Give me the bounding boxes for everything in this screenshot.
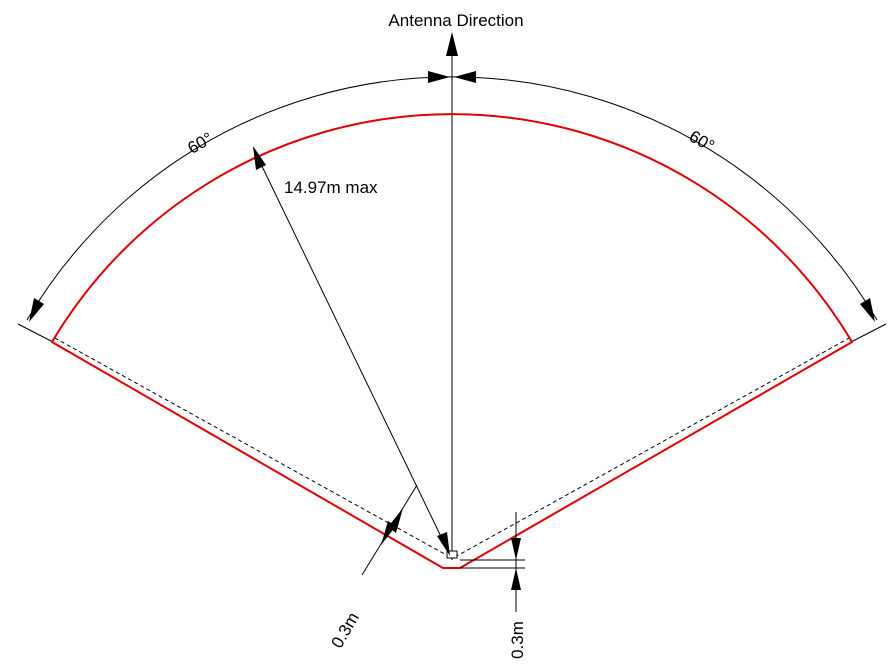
- side-offset-label: 0.3m: [328, 609, 363, 651]
- left-angle-label: 60°: [184, 129, 216, 158]
- radius-dimension: [253, 146, 450, 556]
- antenna-marker: [446, 550, 458, 559]
- left-extension-tick: [17, 323, 54, 343]
- right-sector-dashed-edge: [454, 336, 852, 558]
- vertical-offset-dimension: [460, 512, 525, 608]
- side-offset-dimension: [361, 484, 418, 576]
- exclusion-zone-outline: [50, 113, 854, 569]
- angle-dimension-arc: [26, 76, 878, 321]
- right-extension-tick: [850, 323, 887, 343]
- radius-label: 14.97m max: [284, 178, 378, 197]
- angle-dimension-end-arrows: [29, 298, 875, 322]
- antenna-direction-arrow: [446, 32, 458, 560]
- vertical-offset-label: 0.3m: [508, 621, 527, 659]
- antenna-direction-label: Antenna Direction: [388, 11, 523, 30]
- left-sector-dashed-edge: [52, 336, 451, 558]
